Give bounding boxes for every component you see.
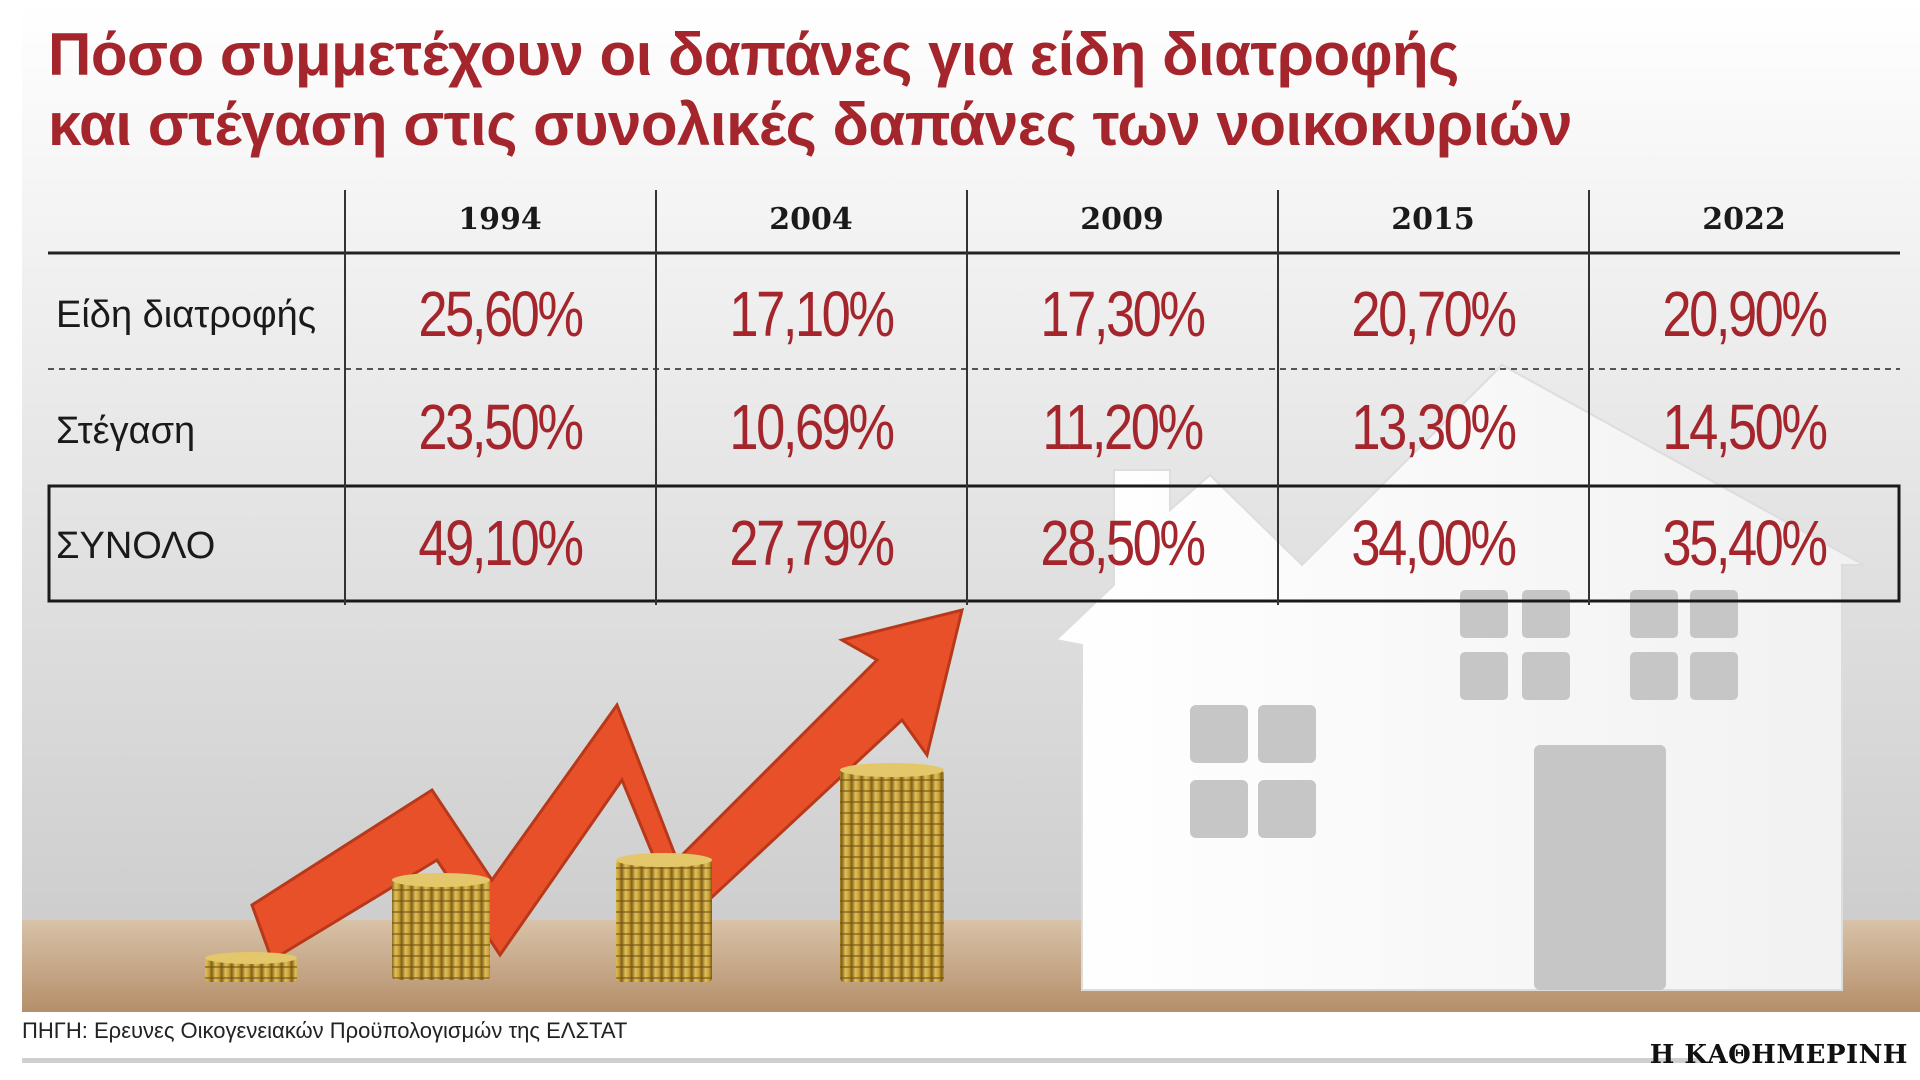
- table-cell: 11,20%: [1042, 391, 1204, 463]
- table-cell: 35,40%: [1662, 507, 1828, 579]
- row-label-total: ΣΥΝΟΛΟ: [56, 525, 216, 567]
- title-line-2: και στέγαση στις συνολικές δαπάνες των ν…: [48, 91, 1572, 158]
- footer-rule: [22, 1058, 1702, 1063]
- column-header-2009: 2009: [1080, 202, 1164, 237]
- chart-title: Πόσο συμμετέχουν οι δαπάνες για είδη δια…: [48, 20, 1888, 160]
- column-header-1994: 1994: [458, 202, 542, 237]
- row-label-food: Είδη διατροφής: [56, 294, 317, 336]
- publisher-logo: Η ΚΑΘΗΜΕΡΙΝΗ: [1649, 1040, 1908, 1070]
- table-cell: 13,30%: [1351, 391, 1517, 463]
- table-cell: 17,30%: [1040, 278, 1206, 350]
- table-cell: 20,90%: [1662, 278, 1828, 350]
- table-cell: 28,50%: [1040, 507, 1206, 579]
- table-cell: 34,00%: [1351, 507, 1517, 579]
- table-cell: 27,79%: [729, 507, 895, 579]
- table-cell: 23,50%: [418, 391, 584, 463]
- column-header-2015: 2015: [1391, 202, 1475, 237]
- row-label-housing: Στέγαση: [56, 410, 196, 452]
- column-header-2022: 2022: [1702, 202, 1786, 237]
- table-cell: 49,10%: [418, 507, 584, 579]
- table-cell: 25,60%: [418, 278, 584, 350]
- source-note: ΠΗΓΗ: Ερευνες Οικογενειακών Προϋπολογισμ…: [22, 1018, 628, 1043]
- background-illustration: [22, 0, 1920, 1012]
- column-header-2004: 2004: [769, 202, 853, 237]
- title-line-1: Πόσο συμμετέχουν οι δαπάνες για είδη δια…: [48, 21, 1459, 88]
- table-cell: 20,70%: [1351, 278, 1517, 350]
- table-cell: 10,69%: [729, 391, 895, 463]
- table-cell: 17,10%: [729, 278, 895, 350]
- total-row-box: [47, 484, 1901, 603]
- table-cell: 14,50%: [1662, 391, 1828, 463]
